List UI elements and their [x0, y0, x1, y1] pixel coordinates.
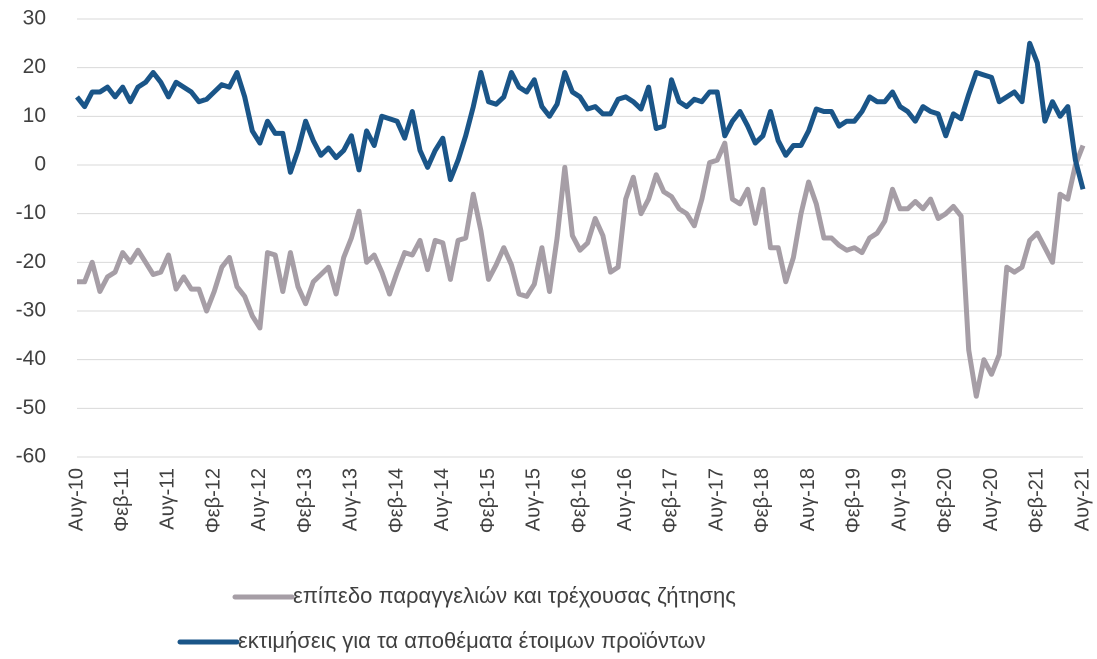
legend-label: εκτιμήσεις για τα αποθέματα έτοιμων προϊ…: [238, 628, 706, 653]
x-tick-label: Φεβ-15: [477, 468, 499, 533]
y-tick-label: -40: [16, 347, 46, 370]
x-tick-label: Φεβ-14: [385, 468, 407, 533]
x-tick-label: Αυγ-11: [157, 468, 179, 530]
y-tick-label: 10: [23, 104, 46, 127]
legend-label: επίπεδο παραγγελιών και τρέχουσας ζήτηση…: [293, 583, 736, 608]
x-tick-label: Αυγ-19: [888, 468, 910, 531]
x-tick-label: Φεβ-11: [111, 468, 133, 532]
y-tick-label: -20: [16, 250, 46, 273]
y-tick-label: -60: [16, 445, 46, 468]
x-tick-label: Αυγ-13: [340, 468, 362, 531]
x-tick-label: Αυγ-21: [1071, 468, 1093, 531]
x-tick-label: Αυγ-10: [65, 468, 87, 531]
y-tick-label: -30: [16, 299, 46, 322]
x-tick-label: Φεβ-21: [1026, 468, 1048, 533]
y-tick-label: 20: [23, 55, 46, 78]
x-tick-label: Φεβ-19: [843, 468, 865, 533]
y-tick-label: -50: [16, 396, 46, 419]
series-line: [77, 140, 1086, 399]
y-tick-label: 30: [23, 7, 46, 30]
x-tick-label: Αυγ-16: [614, 468, 636, 531]
x-tick-label: Φεβ-13: [294, 468, 316, 533]
x-tick-label: Φεβ-20: [934, 468, 956, 533]
x-tick-label: Φεβ-17: [660, 468, 682, 533]
x-tick-label: Αυγ-12: [248, 468, 270, 531]
y-tick-label: 0: [34, 153, 46, 176]
x-tick-label: Αυγ-14: [431, 468, 453, 531]
x-tick-label: Φεβ-18: [751, 468, 773, 533]
x-tick-label: Φεβ-16: [568, 468, 590, 533]
series-line: [75, 40, 1086, 190]
x-tick-label: Αυγ-20: [980, 468, 1002, 531]
x-tick-label: Αυγ-17: [705, 468, 727, 531]
x-tick-label: Αυγ-15: [523, 468, 545, 531]
x-tick-label: Φεβ-12: [202, 468, 224, 533]
y-tick-label: -10: [16, 201, 46, 224]
x-tick-label: Αυγ-18: [797, 468, 819, 531]
